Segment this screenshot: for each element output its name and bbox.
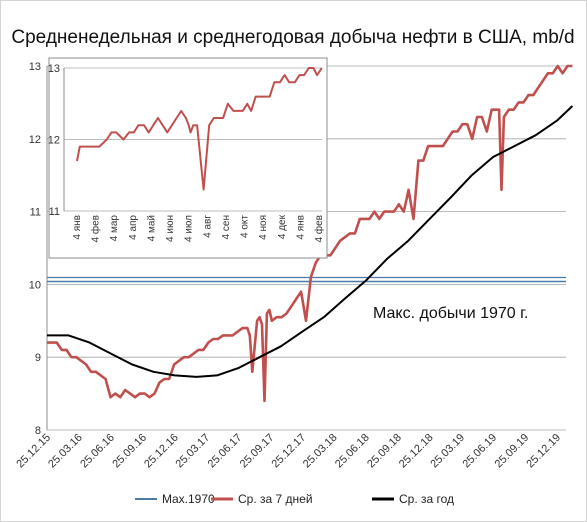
main-y-tick-label: 12 xyxy=(29,134,41,146)
inset-x-tick-label: 4 сен xyxy=(221,215,232,239)
inset-y-tick-label: 13 xyxy=(48,63,60,75)
legend-label: Max.1970 xyxy=(162,492,215,506)
legend-item-annual: Ср. за год xyxy=(372,492,454,506)
inset-border xyxy=(48,57,328,259)
legend-label: Ср. за год xyxy=(399,492,454,506)
inset-x-tick-labels: 4 янв 4 фев 4 мар 4 апр 4 май 4 июн 4 июл 4 авг… xyxy=(72,214,325,242)
inset-series-line xyxy=(76,67,323,191)
inset-x-tick-label: 4 дек xyxy=(277,214,288,239)
series-annual-line xyxy=(47,105,574,378)
inset-x-tick-label: 4 июл xyxy=(184,215,195,242)
inset-x-tick-label: 4 апр xyxy=(128,215,139,240)
inset-y-tick-labels: 11 12 13 xyxy=(48,63,60,218)
inset-chart: 11 12 13 4 янв 4 фев 4 мар 4 апр 4 май 4 июн 4 и… xyxy=(48,57,328,259)
inset-x-tick-label: 4 фев xyxy=(313,215,325,242)
chart-title: Средненедельная и среднегодовая добыча н… xyxy=(11,27,574,48)
inset-x-tick-label: 4 фев xyxy=(90,215,102,242)
legend-label: Ср. за 7 дней xyxy=(238,492,313,506)
legend-item-max1970: Max.1970 xyxy=(135,492,215,506)
inset-x-tick-label: 4 авг xyxy=(202,215,213,238)
main-y-tick-label: 13 xyxy=(29,61,41,73)
inset-x-tick-label: 4 июн xyxy=(165,215,176,242)
inset-x-tick-label: 4 май xyxy=(146,215,157,241)
inset-y-tick-label: 11 xyxy=(49,206,60,218)
inset-y-tick-label: 12 xyxy=(48,135,60,147)
main-y-tick-label: 8 xyxy=(35,425,41,437)
inset-x-tick-label: 4 мар xyxy=(109,215,120,242)
inset-x-tick-label: 4 окт xyxy=(240,215,251,238)
inset-x-tick-label: 4 янв xyxy=(72,215,83,240)
main-y-tick-label: 10 xyxy=(29,279,41,291)
inset-x-tick-label: 4 ноя xyxy=(258,215,269,240)
series-weekly-line xyxy=(47,64,573,403)
inset-x-tick-label: 4 янв xyxy=(295,215,306,240)
main-series-lines xyxy=(47,64,574,403)
legend: Max.1970 Ср. за 7 дней Ср. за год xyxy=(135,492,454,506)
inset-weekly-line xyxy=(76,67,323,191)
annotation-1970: Макс. добычи 1970 г. xyxy=(373,305,528,322)
legend-item-weekly: Ср. за 7 дней xyxy=(211,492,313,506)
main-y-tick-label: 11 xyxy=(30,207,41,219)
main-y-tick-labels: 8 9 10 11 12 13 xyxy=(29,61,41,437)
main-y-tick-label: 9 xyxy=(35,352,41,364)
